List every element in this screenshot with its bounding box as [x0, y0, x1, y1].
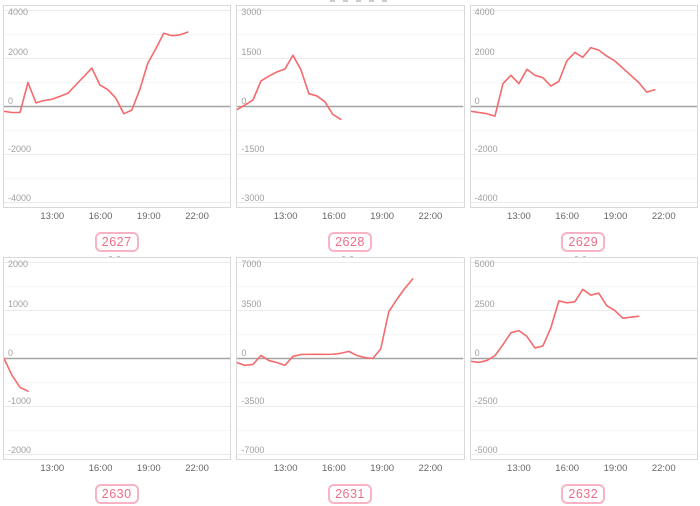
x-tick-label: 16:00: [321, 463, 346, 474]
y-tick-label: -5000: [474, 444, 498, 455]
badge-row: 2630: [0, 484, 233, 506]
x-tick-label: 16:00: [321, 211, 346, 222]
x-tick-label: 22:00: [651, 463, 676, 474]
y-tick-label: -3000: [241, 192, 265, 203]
y-tick-label: -7000: [241, 444, 265, 455]
slump-graph-canvas: [4, 261, 231, 456]
y-tick-label: 2000: [8, 47, 29, 57]
slump-graph-canvas: [470, 9, 697, 204]
slump-graph: 2000 1000 0 -1000 -2000: [3, 257, 232, 460]
x-tick-label: 19:00: [370, 211, 395, 222]
x-tick-label: 22:00: [185, 463, 209, 474]
machine-number-badge[interactable]: 2628: [328, 232, 372, 252]
x-tick-label: 19:00: [136, 211, 161, 222]
x-tick-label: 16:00: [88, 463, 113, 474]
y-tick-label: -2000: [8, 444, 32, 455]
slump-graph: 7000 3500 0 -3500 -7000: [236, 257, 465, 460]
x-tick-label: 22:00: [418, 463, 443, 474]
x-tick-label: 13:00: [273, 463, 298, 474]
y-tick-label: 0: [8, 347, 14, 358]
x-tick-label: 13:00: [273, 211, 298, 222]
graph-line: [4, 31, 189, 115]
y-tick-label: 3500: [241, 299, 262, 309]
x-axis: 13:00 16:00 19:00 22:00: [3, 208, 231, 225]
x-axis: 13:00 16:00 19:00 22:00: [236, 460, 464, 477]
x-tick-label: 13:00: [40, 211, 65, 222]
badge-row: 2629: [467, 232, 700, 254]
badge-row: 2632: [467, 484, 700, 506]
machine-number-badge[interactable]: 2629: [561, 232, 606, 252]
x-tick-label: 19:00: [136, 463, 161, 474]
chart-panel: 4000 2000 0 -2000 -4000 13:00 16:00 19:00 22:00…: [0, 0, 233, 258]
y-tick-label: 0: [241, 347, 247, 358]
chart-panel: 5000 2500 0 -2500 -5000 13:00 16:00 19:00 22:00…: [467, 252, 700, 504]
y-tick-label: 1000: [8, 299, 29, 309]
chart-panel: 3000 1500 0 -1500 -3000 13:00 16:00 19:00 22:00…: [233, 0, 466, 258]
slump-graph: 5000 2500 0 -2500 -5000: [469, 257, 698, 460]
slump-graph-canvas: [4, 9, 231, 204]
x-tick-label: 13:00: [40, 463, 65, 474]
slump-graph-canvas: [237, 261, 464, 456]
y-tick-label: -4000: [474, 192, 498, 203]
y-tick-label: 0: [474, 95, 480, 106]
x-tick-label: 16:00: [555, 211, 580, 222]
y-tick-label: 2000: [8, 259, 29, 269]
graph-line: [470, 288, 640, 364]
x-tick-label: 22:00: [418, 211, 443, 222]
y-tick-label: 2500: [474, 299, 495, 309]
badge-row: 2631: [233, 484, 466, 506]
y-tick-label: 2000: [474, 47, 495, 57]
x-axis: 13:00 16:00 19:00 22:00: [470, 208, 698, 225]
y-tick-label: -4000: [8, 192, 32, 203]
machine-number-badge[interactable]: 2632: [561, 484, 606, 504]
chart-panel: 7000 3500 0 -3500 -7000 13:00 16:00 19:00 22:00…: [233, 252, 466, 504]
y-tick-label: 4000: [8, 7, 29, 17]
y-tick-label: -3500: [241, 396, 265, 406]
x-axis: 13:00 16:00 19:00 22:00: [236, 208, 464, 225]
graph-line: [237, 278, 414, 367]
x-tick-label: 22:00: [185, 211, 209, 222]
x-tick-label: 22:00: [651, 211, 676, 222]
y-tick-label: 1500: [241, 47, 262, 57]
slump-graph: 4000 2000 0 -2000 -4000: [3, 5, 232, 208]
graph-line: [470, 46, 656, 117]
y-tick-label: 3000: [241, 7, 262, 17]
graph-line: [4, 357, 29, 392]
x-axis: 13:00 16:00 19:00 22:00: [470, 460, 698, 477]
y-tick-label: -1500: [241, 144, 265, 154]
badge-row: 2627: [0, 232, 233, 254]
y-tick-label: -1000: [8, 396, 32, 406]
graph-line: [237, 54, 342, 121]
y-tick-label: 0: [474, 347, 480, 358]
y-tick-label: 0: [241, 95, 247, 106]
x-tick-label: 19:00: [370, 463, 395, 474]
y-tick-label: 7000: [241, 259, 262, 269]
x-axis: 13:00 16:00 19:00 22:00: [3, 460, 231, 477]
slump-graph-canvas: [470, 261, 697, 456]
slump-graph: 4000 2000 0 -2000 -4000: [469, 5, 698, 208]
chart-panel: 2000 1000 0 -1000 -2000 13:00 16:00 19:00 22:00…: [0, 252, 233, 504]
y-tick-label: -2000: [8, 144, 32, 154]
machine-number-badge[interactable]: 2627: [94, 232, 139, 252]
clipped-page-title: [330, 0, 392, 2]
y-tick-label: -2500: [474, 396, 498, 406]
badge-row: 2628: [233, 232, 466, 254]
slump-graph-canvas: [237, 9, 464, 204]
x-tick-label: 13:00: [507, 463, 531, 474]
x-tick-label: 13:00: [507, 211, 531, 222]
x-tick-label: 16:00: [555, 463, 580, 474]
x-tick-label: 19:00: [603, 211, 628, 222]
y-tick-label: 5000: [474, 259, 495, 269]
y-tick-label: -2000: [474, 144, 498, 154]
y-tick-label: 4000: [474, 7, 495, 17]
x-tick-label: 16:00: [88, 211, 113, 222]
chart-panel: 4000 2000 0 -2000 -4000 13:00 16:00 19:00 22:00…: [467, 0, 700, 258]
x-tick-label: 19:00: [603, 463, 628, 474]
slump-graph: 3000 1500 0 -1500 -3000: [236, 5, 465, 208]
y-tick-label: 0: [8, 95, 14, 106]
machine-number-badge[interactable]: 2630: [94, 484, 139, 504]
machine-number-badge[interactable]: 2631: [328, 484, 372, 504]
